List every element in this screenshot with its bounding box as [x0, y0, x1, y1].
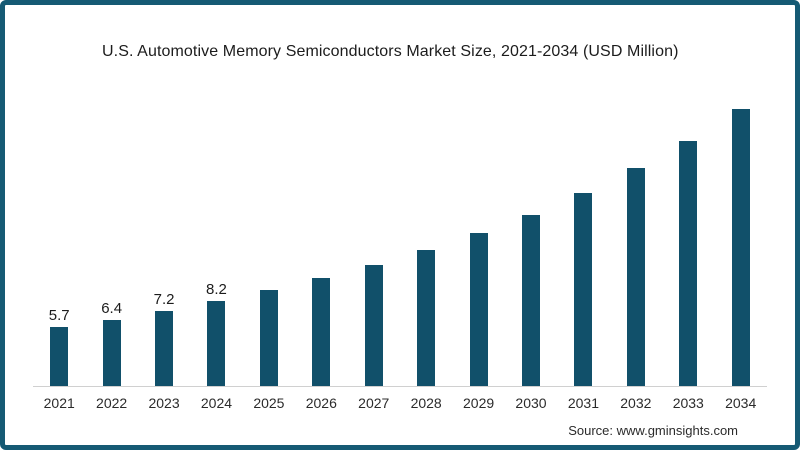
- bar-column-2024: 8.2: [190, 96, 242, 386]
- bar-2031: [574, 193, 593, 386]
- x-axis-line: [33, 386, 767, 387]
- x-tick-label-2026: 2026: [305, 395, 337, 411]
- x-tick-label-2028: 2028: [410, 395, 442, 411]
- bar-2024: [207, 301, 226, 386]
- bar-2033: [679, 141, 698, 386]
- plot-area: 5.7 6.4 7.2 8.2: [33, 96, 767, 386]
- bar-value-label: 5.7: [48, 307, 70, 324]
- bar-2030: [522, 215, 540, 386]
- x-tick-label-2031: 2031: [567, 395, 599, 411]
- bar-column-2025: [243, 96, 295, 386]
- x-tick-label-2030: 2030: [515, 395, 547, 411]
- x-tick-label-2027: 2027: [358, 395, 390, 411]
- x-axis-labels: 2021 2022 2023 2024 2025 2026 2027 2028 2029 2030…: [33, 395, 767, 411]
- bar-column-2030: [505, 96, 557, 386]
- bar-2025: [259, 290, 278, 386]
- bar-value-label: 7.2: [153, 291, 175, 308]
- source-text: Source: www.gminsights.com: [568, 423, 738, 438]
- bar-column-2023: 7.2: [138, 96, 190, 386]
- x-tick-label-2024: 2024: [200, 395, 233, 411]
- x-tick-label-2034: 2034: [725, 395, 757, 411]
- bar-2034: [731, 109, 750, 386]
- bar-value-label: 8.2: [206, 281, 227, 298]
- bar-2026: [312, 278, 331, 386]
- bar-column-2031: [557, 96, 609, 386]
- bar-2021: [50, 327, 69, 386]
- bar-column-2028: [400, 96, 452, 386]
- x-tick-label-2032: 2032: [620, 395, 652, 411]
- chart-title: U.S. Automotive Memory Semiconductors Ma…: [102, 43, 679, 60]
- bar-2023: [155, 311, 174, 386]
- bar-column-2034: [714, 96, 766, 386]
- bar-2028: [417, 250, 436, 386]
- x-tick-label-2023: 2023: [148, 395, 180, 411]
- x-tick-label-2029: 2029: [463, 395, 495, 411]
- bar-2027: [364, 265, 383, 386]
- bar-column-2029: [452, 96, 504, 386]
- bar-2032: [626, 168, 645, 386]
- bar-column-2033: [662, 96, 714, 386]
- bar-2022: [102, 320, 121, 386]
- bar-column-2032: [610, 96, 662, 386]
- x-tick-label-2021: 2021: [43, 395, 75, 411]
- x-tick-label-2033: 2033: [672, 395, 704, 411]
- x-tick-label-2025: 2025: [253, 395, 285, 411]
- bar-column-2027: [348, 96, 400, 386]
- x-tick-label-2022: 2022: [96, 395, 128, 411]
- bar-column-2026: [295, 96, 347, 386]
- bar-value-label: 6.4: [101, 300, 123, 317]
- bar-2029: [469, 233, 488, 386]
- bar-column-2022: 6.4: [85, 96, 137, 386]
- bar-column-2021: 5.7: [33, 96, 85, 386]
